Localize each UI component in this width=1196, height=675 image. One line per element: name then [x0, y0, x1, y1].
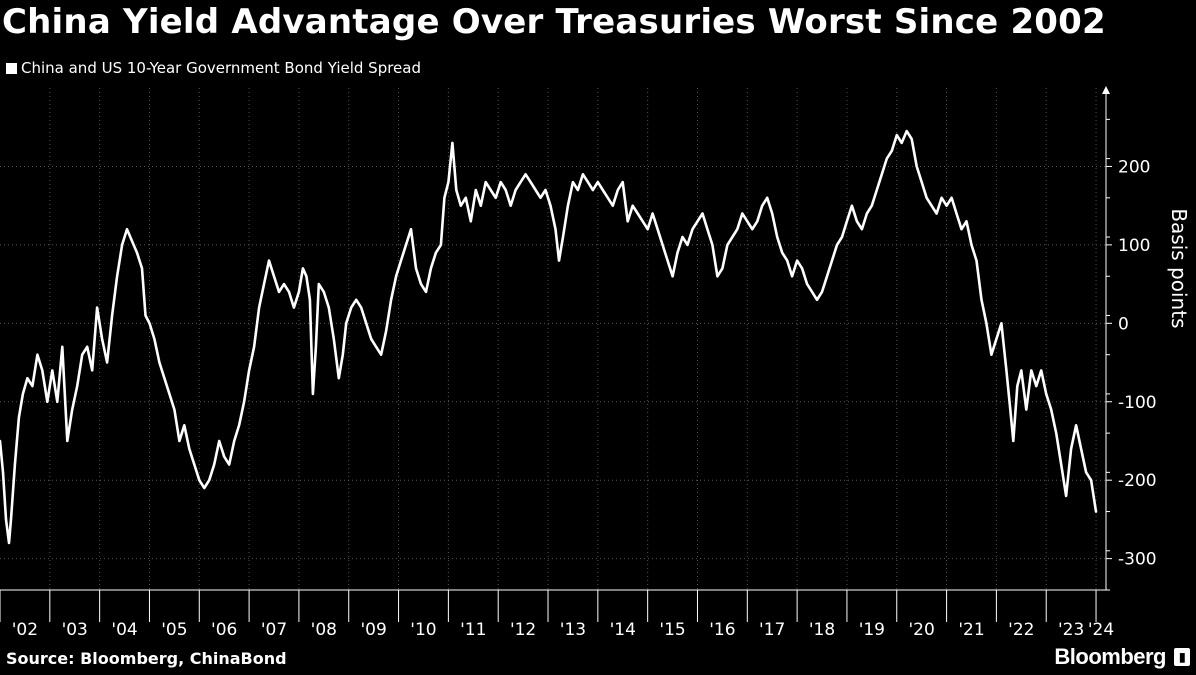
x-tick-label: '12 — [510, 620, 536, 640]
y-tick-label: -200 — [1118, 471, 1157, 491]
terminal-icon: ▮ — [1174, 648, 1190, 666]
x-tick-label: '19 — [859, 620, 885, 640]
y-tick-label: -100 — [1118, 393, 1157, 413]
source-note: Source: Bloomberg, ChinaBond — [6, 649, 287, 668]
legend-label: China and US 10-Year Government Bond Yie… — [21, 59, 421, 77]
x-tick-label: '08 — [311, 620, 337, 640]
x-tick-label: '13 — [560, 620, 586, 640]
x-tick-label: '07 — [261, 620, 287, 640]
x-tick-label: '09 — [360, 620, 386, 640]
x-tick-label: '24 — [1088, 620, 1114, 640]
y-tick-label: -300 — [1118, 550, 1157, 570]
x-tick-label: '15 — [659, 620, 685, 640]
x-tick-label: '22 — [1008, 620, 1034, 640]
x-tick-label: '16 — [709, 620, 735, 640]
y-axis: 200 100 0 -100 -200 -300 Basis points — [1102, 86, 1191, 591]
series-group — [0, 129, 1098, 545]
y-tick-label: 0 — [1118, 314, 1129, 334]
series-line — [0, 129, 1098, 545]
x-tick-label: '20 — [909, 620, 935, 640]
chart-title: China Yield Advantage Over Treasuries Wo… — [2, 2, 1106, 42]
legend-swatch — [6, 62, 17, 74]
x-tick-label: '18 — [809, 620, 835, 640]
y-axis-arrow — [1102, 86, 1110, 94]
x-tick-label: '06 — [211, 620, 237, 640]
bloomberg-logo: Bloomberg ▮ — [1054, 644, 1190, 670]
legend: China and US 10-Year Government Bond Yie… — [6, 59, 421, 77]
y-tick-label: 100 — [1118, 236, 1150, 256]
y-axis-title: Basis points — [1167, 208, 1191, 328]
x-tick-label: '21 — [958, 620, 984, 640]
x-tick-label: '10 — [410, 620, 436, 640]
x-axis: '02 '03 '04 '05 '06 '07 '08 '09 '10 '11 '12 '13 '14 '… — [0, 589, 1114, 640]
x-tick-label: '03 — [62, 620, 88, 640]
gridlines — [0, 88, 1106, 590]
y-tick-label: 200 — [1118, 157, 1150, 177]
x-tick-label: '14 — [610, 620, 636, 640]
brand-name: Bloomberg — [1054, 644, 1166, 669]
x-tick-label: '04 — [111, 620, 137, 640]
x-tick-label: '11 — [460, 620, 486, 640]
x-tick-label: '02 — [12, 620, 38, 640]
x-tick-label: '23 — [1058, 620, 1084, 640]
x-tick-label: '05 — [161, 620, 187, 640]
x-tick-label: '17 — [759, 620, 785, 640]
